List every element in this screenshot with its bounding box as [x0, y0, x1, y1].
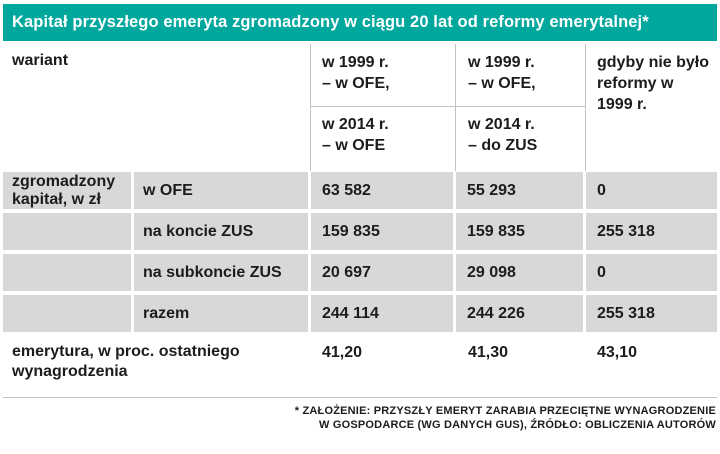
value-cell: 159 835 — [311, 213, 453, 250]
col-header-line: – w OFE — [322, 137, 386, 154]
col-header-line: w 1999 r. — [468, 54, 535, 71]
table-row: zgromadzony kapitał, w zł w OFE 63 582 5… — [0, 172, 720, 209]
col-header-b-top: w 1999 r. – w OFE, — [468, 52, 536, 94]
col-header-line: – w OFE, — [468, 75, 536, 92]
value-cell: 244 114 — [311, 295, 453, 332]
value-cell: 159 835 — [456, 213, 583, 250]
header-split-line — [310, 106, 586, 107]
col-header-a-top: w 1999 r. – w OFE, — [322, 52, 390, 94]
col-header-line: – w OFE, — [322, 75, 390, 92]
col-header-line: w 1999 r. — [322, 54, 389, 71]
value-cell: 0 — [586, 172, 717, 209]
footer-divider — [3, 397, 717, 398]
column-divider — [310, 44, 311, 171]
value-cell: 255 318 — [586, 213, 717, 250]
group-label-spacer — [3, 254, 131, 291]
footnote-line-2: W GOSPODARCE (WG DANYCH GUS), ŹRÓDŁO: OB… — [319, 419, 716, 431]
summary-value: 43,10 — [597, 344, 638, 361]
col-header-c: gdyby nie było reformy w 1999 r. — [597, 54, 710, 113]
group-label-spacer — [3, 213, 131, 250]
value-cell: 20 697 — [311, 254, 453, 291]
row-label: razem — [134, 295, 308, 332]
value-cell: 0 — [586, 254, 717, 291]
value-cell: 244 226 — [456, 295, 583, 332]
table-row: na koncie ZUS 159 835 159 835 255 318 — [0, 213, 720, 250]
col-header-line: – do ZUS — [468, 137, 538, 154]
row-label: na koncie ZUS — [134, 213, 308, 250]
row-label: w OFE — [134, 172, 308, 209]
summary-value: 41,20 — [322, 344, 363, 361]
footnote: * ZAŁOŻENIE: PRZYSZŁY EMERYT ZARABIA PRZ… — [295, 404, 716, 432]
column-divider — [455, 44, 456, 171]
value-cell: 63 582 — [311, 172, 453, 209]
summary-value: 41,30 — [468, 344, 509, 361]
column-divider — [585, 44, 586, 171]
group-label-spacer — [3, 295, 131, 332]
col-header-b-bottom: w 2014 r. – do ZUS — [468, 114, 537, 156]
value-cell: 255 318 — [586, 295, 717, 332]
table-title: Kapitał przyszłego emeryta zgromadzony w… — [3, 4, 717, 41]
summary-row-label: emerytura, w proc. ostatniego wynagrodze… — [12, 343, 240, 380]
table-row: razem 244 114 244 226 255 318 — [0, 295, 720, 332]
row-label: na subkoncie ZUS — [134, 254, 308, 291]
corner-label-wariant: wariant — [12, 52, 69, 69]
group-label: zgromadzony kapitał, w zł — [3, 172, 131, 209]
col-header-a-bottom: w 2014 r. – w OFE — [322, 114, 389, 156]
col-header-line: w 2014 r. — [322, 116, 389, 133]
table-row: na subkoncie ZUS 20 697 29 098 0 — [0, 254, 720, 291]
col-header-line: w 2014 r. — [468, 116, 535, 133]
value-cell: 55 293 — [456, 172, 583, 209]
value-cell: 29 098 — [456, 254, 583, 291]
footnote-line-1: * ZAŁOŻENIE: PRZYSZŁY EMERYT ZARABIA PRZ… — [294, 405, 716, 417]
